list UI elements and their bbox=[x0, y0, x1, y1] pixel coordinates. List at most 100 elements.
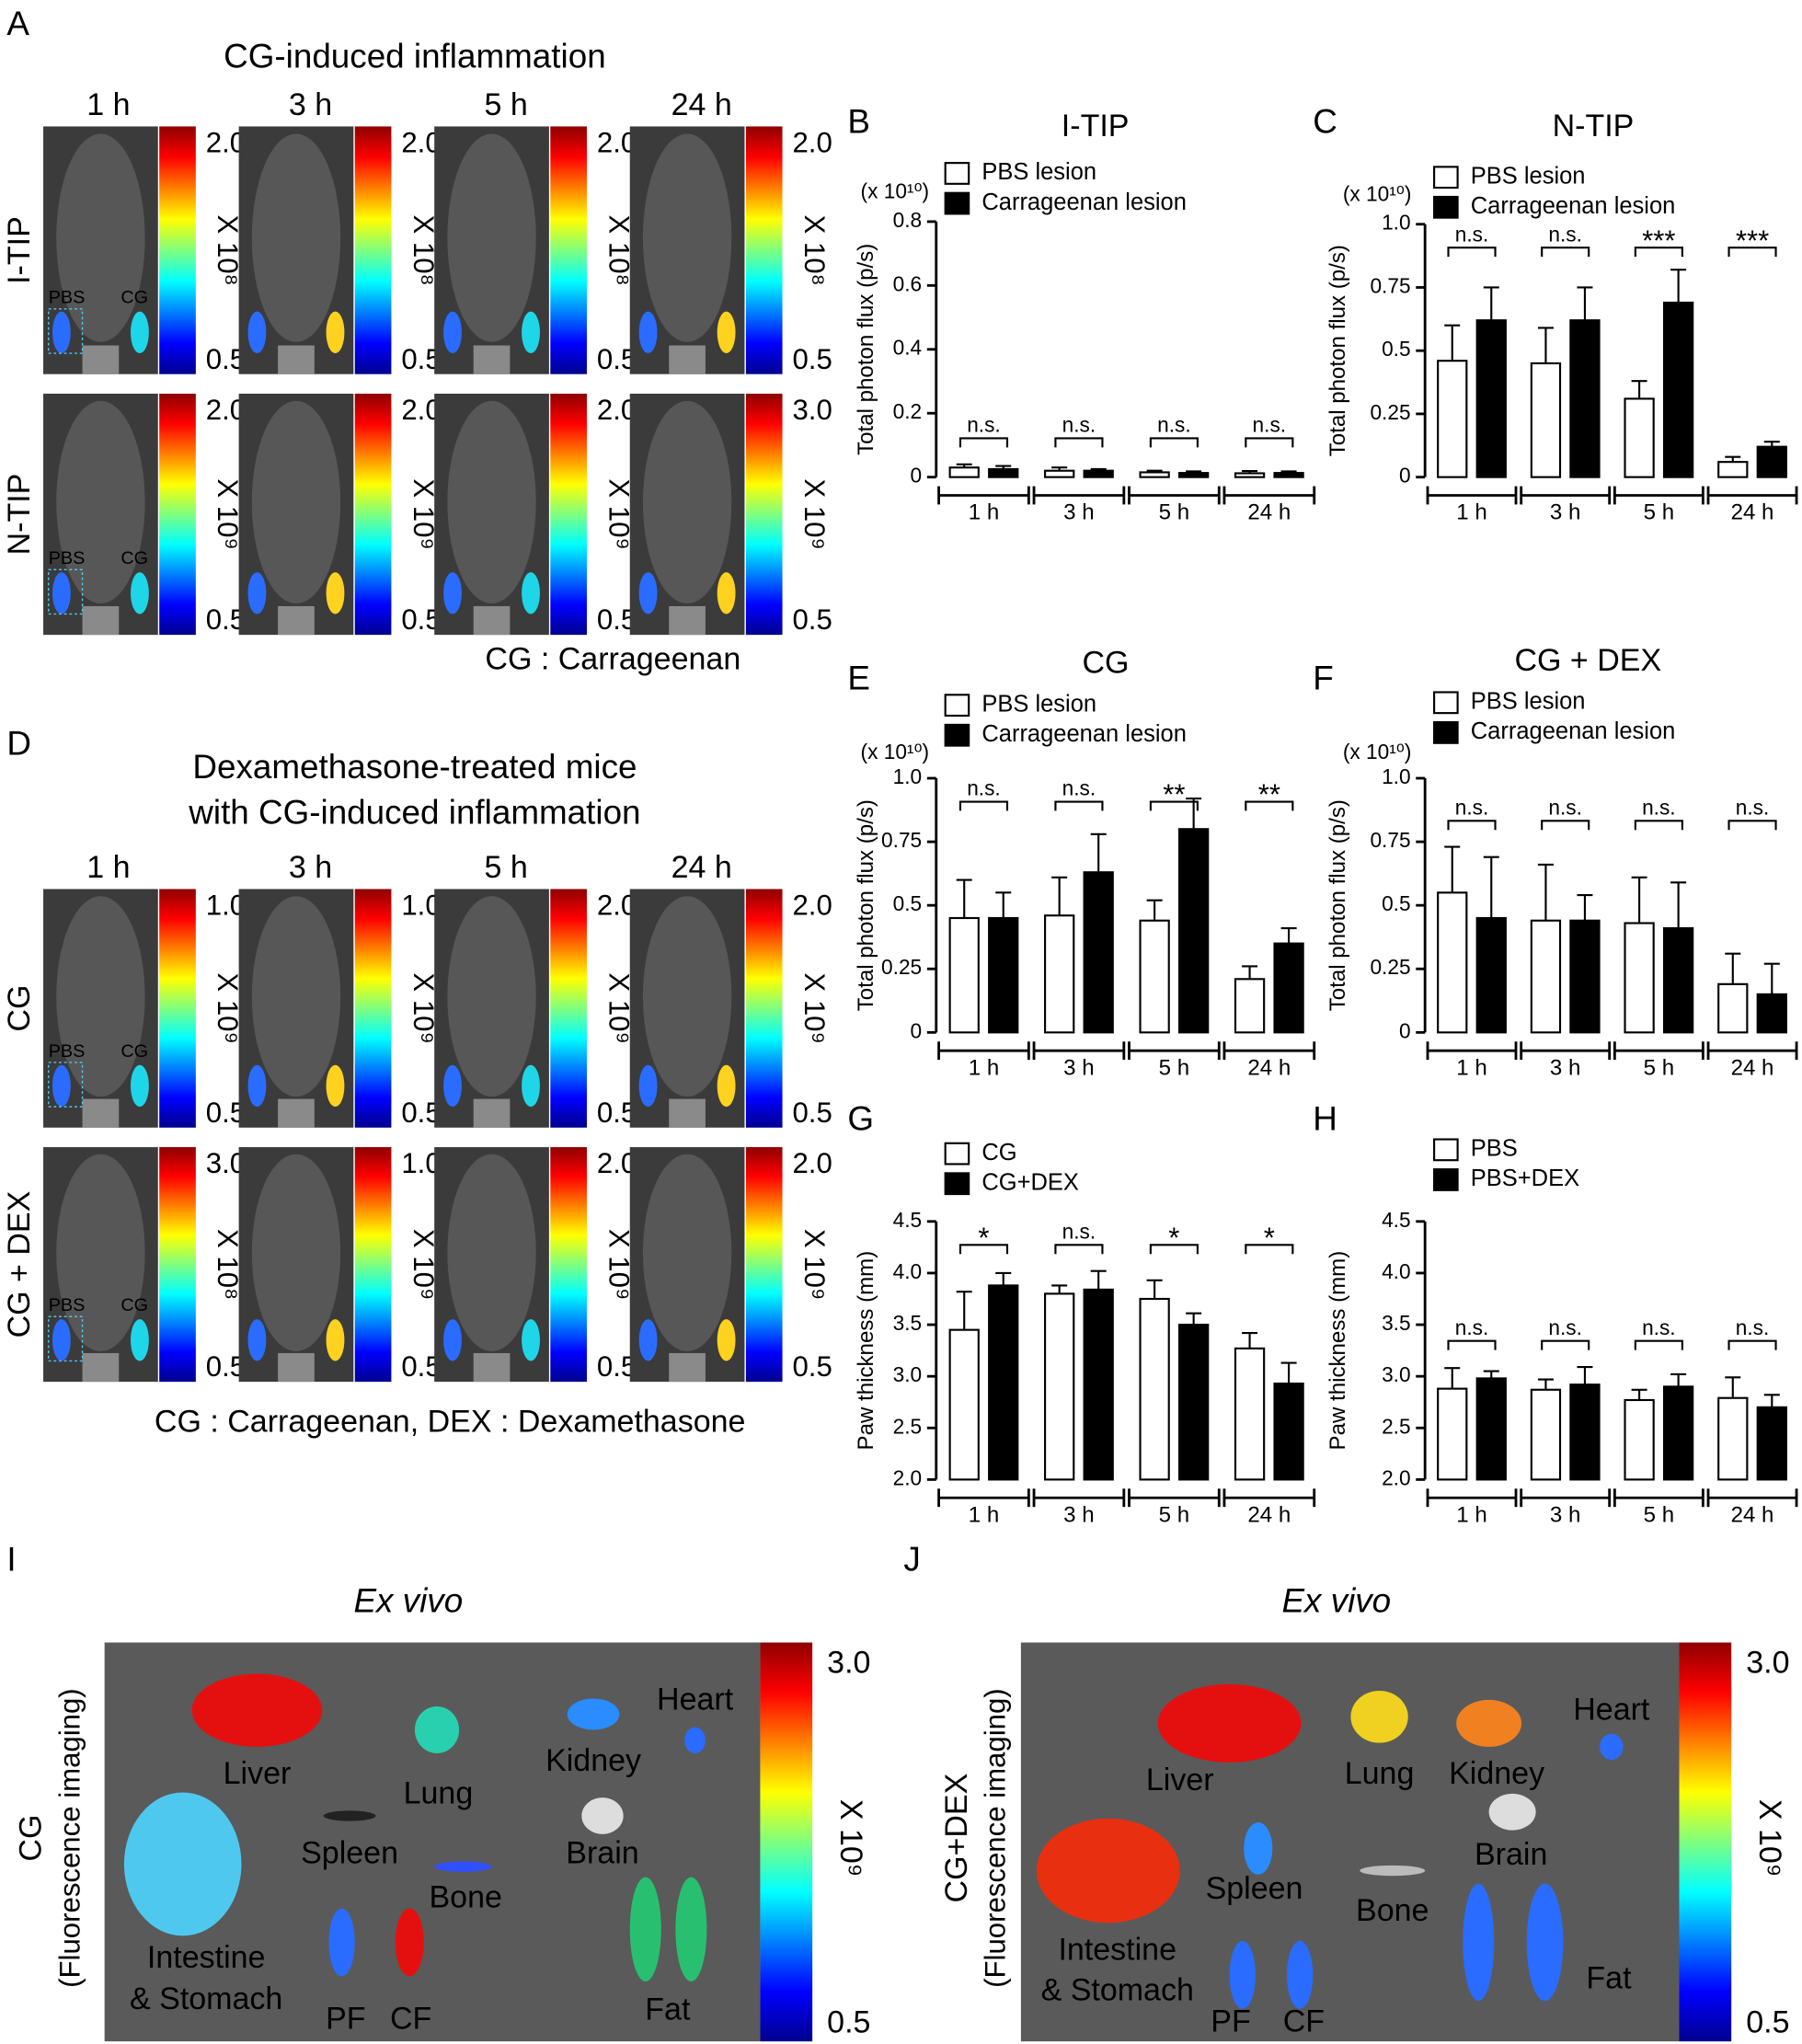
y-tick-label: 3.5 bbox=[1382, 1311, 1411, 1335]
significance-label: *** bbox=[1736, 224, 1769, 257]
bar bbox=[1044, 914, 1075, 1034]
region-label: PBS bbox=[49, 1041, 86, 1062]
significance-bracket bbox=[1541, 247, 1590, 258]
organ-signal bbox=[684, 1727, 706, 1753]
significance-label: n.s. bbox=[1548, 222, 1582, 246]
color-bar bbox=[354, 393, 392, 636]
legend-swatch bbox=[944, 723, 970, 747]
significance-label: n.s. bbox=[1642, 1315, 1676, 1339]
bar bbox=[1044, 469, 1075, 478]
mouse-body bbox=[56, 896, 145, 1097]
row-label: N-TIP bbox=[2, 474, 37, 556]
mouse-body bbox=[642, 1154, 732, 1351]
bar bbox=[948, 916, 980, 1034]
significance-label: n.s. bbox=[1548, 796, 1582, 820]
organ-signal bbox=[675, 1877, 707, 1981]
organ-signal bbox=[323, 1810, 376, 1821]
bar bbox=[1717, 1396, 1749, 1481]
row-label: CG bbox=[2, 985, 37, 1032]
signal-blob bbox=[717, 572, 736, 614]
bar bbox=[1624, 922, 1655, 1034]
significance-label: n.s. bbox=[967, 776, 1001, 800]
bar bbox=[988, 916, 1019, 1034]
y-tick-label: 0.25 bbox=[1370, 955, 1410, 979]
region-label: CG bbox=[121, 548, 148, 568]
mouse-body bbox=[447, 133, 536, 342]
side-sublabel: (Fluorescence imaging) bbox=[53, 1688, 86, 1988]
bar bbox=[1177, 1323, 1210, 1481]
chart-title: CG bbox=[1082, 646, 1129, 681]
scale-exponent: X 10⁸ bbox=[603, 214, 635, 285]
color-bar bbox=[1679, 1642, 1732, 2042]
signal-blob bbox=[522, 311, 540, 354]
mouse-body bbox=[447, 1154, 536, 1351]
bar bbox=[1624, 397, 1655, 478]
legend-swatch bbox=[1433, 166, 1459, 189]
color-bar bbox=[159, 889, 196, 1128]
bar bbox=[1475, 1377, 1507, 1481]
bar bbox=[1569, 319, 1601, 478]
color-bar bbox=[760, 1642, 813, 2042]
color-bar bbox=[550, 393, 587, 636]
significance-bracket bbox=[1054, 437, 1104, 448]
panel-letter: H bbox=[1313, 1099, 1337, 1137]
organ-signal bbox=[1244, 1822, 1273, 1875]
color-bar bbox=[159, 126, 196, 374]
color-bar bbox=[354, 126, 392, 374]
y-tick-label: 4.5 bbox=[893, 1208, 923, 1232]
bar bbox=[948, 466, 980, 478]
legend-label: Carrageenan lesion bbox=[981, 189, 1187, 215]
panel-letter: F bbox=[1313, 659, 1334, 696]
legend-label: PBS lesion bbox=[981, 691, 1096, 717]
legend-swatch bbox=[944, 1172, 970, 1196]
x-tick-label: 3 h bbox=[1063, 1055, 1094, 1080]
region-box bbox=[48, 308, 84, 354]
bar bbox=[1662, 301, 1694, 478]
mouse-tail bbox=[473, 605, 511, 636]
significance-bracket bbox=[1727, 1339, 1777, 1350]
significance-bracket bbox=[1447, 1339, 1497, 1350]
mouse-body bbox=[251, 400, 341, 604]
scale-min: 0.5 bbox=[792, 1350, 832, 1383]
x-tick-label: 1 h bbox=[969, 500, 999, 525]
mouse-body bbox=[56, 133, 145, 342]
side-label: CG bbox=[14, 1815, 49, 1862]
significance-label: n.s. bbox=[1455, 796, 1489, 820]
significance-bracket bbox=[1054, 1244, 1104, 1255]
row-label: CG + DEX bbox=[2, 1191, 37, 1338]
footnote: CG : Carrageenan bbox=[485, 641, 740, 676]
panel-letter: A bbox=[6, 5, 29, 42]
bar bbox=[1437, 891, 1468, 1034]
bar bbox=[1530, 1388, 1562, 1481]
bar bbox=[988, 467, 1019, 478]
y-multiplier: (x 10¹⁰) bbox=[861, 740, 930, 764]
legend-label: Carrageenan lesion bbox=[1471, 718, 1676, 744]
legend-swatch bbox=[1433, 1138, 1459, 1162]
scale-exponent: X 10⁹ bbox=[603, 972, 635, 1043]
organ-label: Kidney bbox=[1449, 1756, 1544, 1791]
x-tick-label: 3 h bbox=[1063, 1502, 1094, 1527]
organ-signal bbox=[191, 1673, 323, 1747]
scale-min: 0.5 bbox=[827, 2005, 870, 2040]
mouse-body bbox=[642, 133, 732, 342]
organ-signal bbox=[434, 1861, 492, 1872]
signal-blob bbox=[52, 1319, 71, 1361]
organ-label: Fat bbox=[1586, 1961, 1632, 1996]
signal-blob bbox=[52, 311, 71, 354]
organ-label: Heart bbox=[657, 1682, 734, 1717]
significance-bracket bbox=[958, 437, 1009, 448]
organ-signal bbox=[1463, 1883, 1495, 2002]
scale-exponent: X 10⁹ bbox=[407, 478, 440, 549]
y-axis-label: Total photon flux (p/s) bbox=[1326, 799, 1350, 1011]
scale-max: 3.0 bbox=[827, 1646, 870, 1681]
y-multiplier: (x 10¹⁰) bbox=[861, 179, 930, 203]
mouse-body bbox=[251, 1154, 341, 1351]
scale-exponent: X 10⁸ bbox=[798, 214, 831, 285]
scale-exponent: X 10⁹ bbox=[603, 478, 635, 549]
bar bbox=[1756, 1406, 1787, 1481]
organ-signal bbox=[567, 1698, 620, 1730]
x-tick-label: 5 h bbox=[1644, 500, 1674, 525]
significance-bracket bbox=[1149, 437, 1199, 448]
organ-label: Liver bbox=[224, 1756, 292, 1791]
scale-exponent: X 10⁹ bbox=[407, 972, 440, 1043]
